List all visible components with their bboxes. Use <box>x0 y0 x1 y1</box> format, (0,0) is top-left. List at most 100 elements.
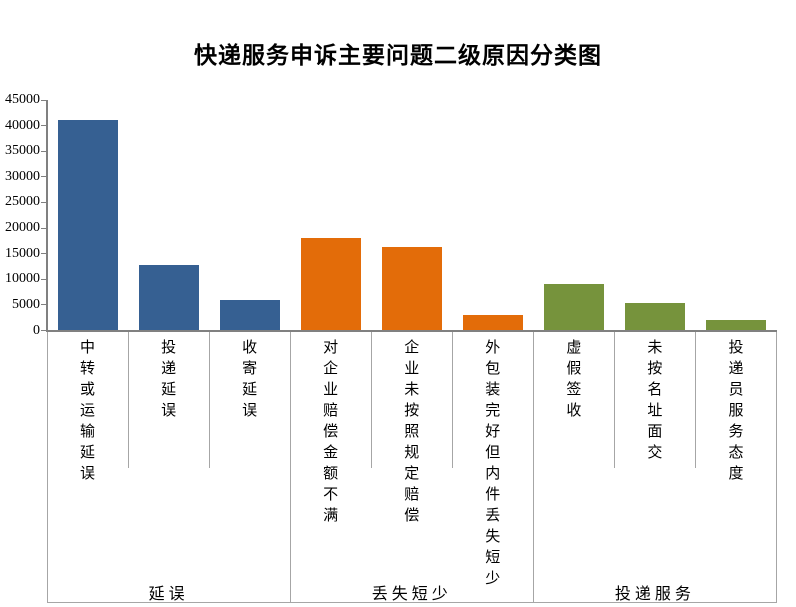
y-axis-tick-label: 0 <box>33 322 40 338</box>
category-label-char: 额 <box>323 466 339 482</box>
y-axis-tick-label: 25000 <box>5 194 40 210</box>
category-label: 对企业赔偿金额不满 <box>290 338 371 527</box>
y-axis-tick-mark <box>41 176 47 178</box>
category-label-char: 收 <box>566 403 582 419</box>
category-label-char: 寄 <box>242 361 258 377</box>
category-label-char: 交 <box>647 445 663 461</box>
category-label-char: 未 <box>404 382 420 398</box>
category-label-char: 未 <box>647 340 663 356</box>
category-label-char: 件 <box>485 487 501 503</box>
category-label-char: 照 <box>404 424 420 440</box>
group-divider-line <box>532 330 534 603</box>
category-label-char: 企 <box>323 361 339 377</box>
category-label-char: 企 <box>404 340 420 356</box>
category-label-char: 但 <box>485 445 501 461</box>
y-axis-tick-label: 10000 <box>5 271 40 287</box>
category-label-char: 装 <box>485 382 501 398</box>
category-label-char: 对 <box>323 340 339 356</box>
category-label-char: 投 <box>728 340 744 356</box>
category-label-char: 或 <box>80 382 96 398</box>
y-axis-tick-mark <box>41 201 47 203</box>
bar <box>543 284 604 331</box>
y-axis-tick-label: 40000 <box>5 117 40 133</box>
category-divider-line <box>613 330 615 468</box>
y-axis-tick-mark <box>41 150 47 152</box>
category-label-char: 收 <box>242 340 258 356</box>
y-axis-tick-label: 30000 <box>5 168 40 184</box>
bar <box>219 299 280 331</box>
y-axis-tick-mark <box>41 125 47 127</box>
category-label-char: 赔 <box>404 487 420 503</box>
y-axis-tick-mark <box>41 227 47 229</box>
category-label-char: 内 <box>485 466 501 482</box>
y-axis-line <box>46 100 48 331</box>
category-divider-line <box>451 330 453 468</box>
category-label-char: 金 <box>323 445 339 461</box>
bar <box>624 303 685 331</box>
bar <box>138 265 199 331</box>
category-label-char: 投 <box>161 340 177 356</box>
x-axis-line <box>46 329 777 332</box>
y-axis-tick-mark <box>41 278 47 280</box>
category-label-char: 偿 <box>404 508 420 524</box>
y-axis-tick-mark <box>41 330 47 331</box>
category-label-char: 误 <box>161 403 177 419</box>
category-label-char: 短 <box>485 550 501 566</box>
category-label: 外包装完好但内件丢失短少 <box>452 338 533 590</box>
group-label: 丢失短少 <box>371 586 452 603</box>
category-label: 中转或运输延误 <box>47 338 128 485</box>
category-label-char: 延 <box>242 382 258 398</box>
category-label-char: 丢 <box>485 508 501 524</box>
category-label-char: 包 <box>485 361 501 377</box>
category-label-char: 误 <box>242 403 258 419</box>
y-axis-tick-label: 45000 <box>5 92 40 107</box>
category-label-char: 度 <box>728 466 744 482</box>
group-divider-line <box>46 330 48 603</box>
category-label-char: 偿 <box>323 424 339 440</box>
bar <box>705 319 766 331</box>
category-label-char: 递 <box>161 361 177 377</box>
category-label-char: 输 <box>80 424 96 440</box>
y-axis-tick-mark <box>41 304 47 306</box>
bar <box>57 120 118 331</box>
category-label: 收寄延误 <box>209 338 290 422</box>
category-label-char: 少 <box>485 571 501 587</box>
category-divider-line <box>694 330 696 468</box>
category-label: 虚假签收 <box>533 338 614 422</box>
group-divider-line <box>776 330 777 603</box>
category-label-char: 好 <box>485 424 501 440</box>
group-label: 投递服务 <box>614 586 695 603</box>
category-label-char: 务 <box>728 424 744 440</box>
y-axis-tick-label: 15000 <box>5 245 40 261</box>
y-axis-tick-mark <box>41 99 47 101</box>
category-label: 未按名址面交 <box>614 338 695 464</box>
category-divider-line <box>127 330 129 468</box>
category-divider-line <box>208 330 210 468</box>
category-label-char: 面 <box>647 424 663 440</box>
category-label-char: 中 <box>80 340 96 356</box>
category-label-char: 址 <box>647 403 663 419</box>
category-label-char: 虚 <box>566 340 582 356</box>
y-axis-tick-label: 20000 <box>5 220 40 236</box>
category-label-char: 员 <box>728 382 744 398</box>
category-label-char: 服 <box>728 403 744 419</box>
category-label-char: 名 <box>647 382 663 398</box>
category-label-char: 不 <box>323 487 339 503</box>
category-label-char: 赔 <box>323 403 339 419</box>
category-label: 投递员服务态度 <box>695 338 776 485</box>
category-label-char: 完 <box>485 403 501 419</box>
category-label-char: 态 <box>728 445 744 461</box>
category-label: 企业未按照规定赔偿 <box>371 338 452 527</box>
label-area-bottom-border <box>47 602 777 603</box>
category-label-char: 延 <box>161 382 177 398</box>
bar <box>462 315 523 331</box>
category-label-char: 按 <box>647 361 663 377</box>
category-label-char: 递 <box>728 361 744 377</box>
category-label-char: 假 <box>566 361 582 377</box>
group-divider-line <box>289 330 291 603</box>
category-label-char: 失 <box>485 529 501 545</box>
category-label-char: 业 <box>323 382 339 398</box>
category-label-char: 业 <box>404 361 420 377</box>
category-label-char: 转 <box>80 361 96 377</box>
